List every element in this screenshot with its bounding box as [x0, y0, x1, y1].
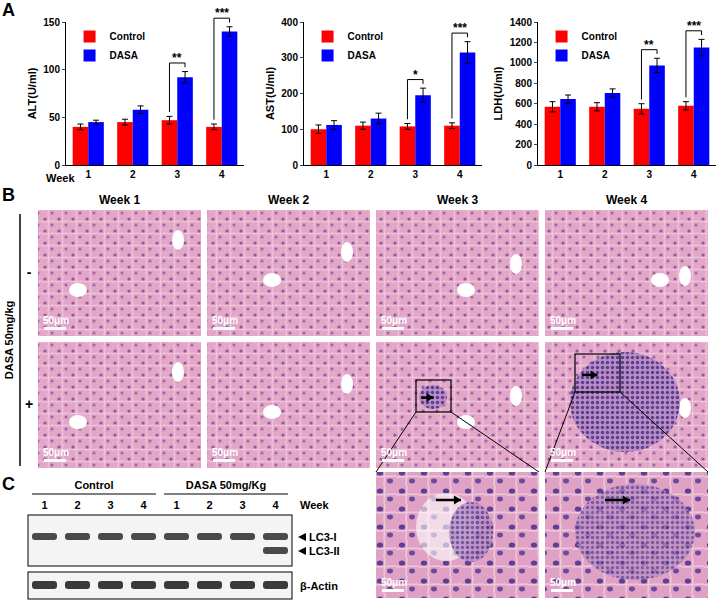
svg-text:DASA 50mg/Kg: DASA 50mg/Kg	[186, 479, 266, 491]
svg-text:A: A	[2, 0, 15, 20]
svg-text:100: 100	[281, 124, 298, 135]
svg-text:4: 4	[140, 499, 147, 511]
svg-text:4: 4	[272, 499, 279, 511]
svg-text:50μm: 50μm	[381, 315, 407, 326]
svg-text:150: 150	[43, 17, 60, 28]
svg-text:Week 4: Week 4	[606, 193, 647, 207]
svg-text:0: 0	[54, 160, 60, 171]
svg-text:DASA: DASA	[110, 50, 138, 61]
svg-text:LC3-I: LC3-I	[309, 531, 337, 543]
svg-text:Control: Control	[74, 479, 113, 491]
svg-text:LDH(U/ml): LDH(U/ml)	[492, 66, 504, 120]
svg-text:50μm: 50μm	[212, 447, 238, 458]
svg-text:50μm: 50μm	[212, 315, 238, 326]
svg-text:1: 1	[85, 169, 91, 180]
svg-text:3: 3	[412, 169, 418, 180]
svg-text:1: 1	[557, 169, 563, 180]
svg-text:2: 2	[206, 499, 212, 511]
svg-text:200: 200	[281, 88, 298, 99]
svg-text:Week 1: Week 1	[99, 193, 140, 207]
svg-text:LC3-II: LC3-II	[309, 545, 340, 557]
svg-text:AST(U/ml): AST(U/ml)	[264, 67, 276, 121]
svg-text:Week: Week	[46, 172, 75, 184]
svg-text:50μm: 50μm	[43, 447, 69, 458]
svg-text:4: 4	[691, 169, 697, 180]
svg-text:2: 2	[74, 499, 80, 511]
svg-text:Week 3: Week 3	[437, 193, 478, 207]
svg-text:50μm: 50μm	[381, 447, 407, 458]
svg-text:**: **	[644, 38, 654, 52]
svg-text:3: 3	[646, 169, 652, 180]
svg-text:4: 4	[457, 169, 463, 180]
svg-text:1: 1	[173, 499, 179, 511]
svg-text:50μm: 50μm	[550, 577, 576, 588]
svg-text:4: 4	[219, 169, 225, 180]
svg-text:100: 100	[43, 64, 60, 75]
svg-text:2: 2	[130, 169, 136, 180]
svg-text:2: 2	[602, 169, 608, 180]
svg-text:3: 3	[174, 169, 180, 180]
svg-text:1: 1	[41, 499, 47, 511]
svg-text:2: 2	[368, 169, 374, 180]
svg-text:200: 200	[515, 139, 532, 150]
svg-text:B: B	[2, 185, 15, 205]
svg-text:1400: 1400	[510, 17, 533, 28]
svg-text:800: 800	[515, 78, 532, 89]
svg-text:DASA 50mg/kg: DASA 50mg/kg	[3, 301, 15, 379]
svg-text:β-Actin: β-Actin	[300, 580, 338, 592]
svg-text:1: 1	[323, 169, 329, 180]
svg-text:C: C	[2, 474, 15, 494]
svg-text:*: *	[413, 68, 418, 82]
svg-text:DASA: DASA	[348, 50, 376, 61]
svg-text:Control: Control	[348, 31, 384, 42]
svg-text:600: 600	[515, 98, 532, 109]
svg-text:300: 300	[281, 52, 298, 63]
svg-text:-: -	[27, 264, 32, 280]
svg-text:ALT(U/ml): ALT(U/ml)	[26, 67, 38, 119]
svg-text:400: 400	[281, 17, 298, 28]
svg-text:50: 50	[49, 112, 61, 123]
svg-text:+: +	[25, 396, 33, 412]
svg-text:50μm: 50μm	[550, 315, 576, 326]
svg-text:***: ***	[687, 19, 701, 33]
svg-text:***: ***	[215, 6, 229, 20]
svg-text:Control: Control	[110, 31, 146, 42]
svg-text:50μm: 50μm	[43, 315, 69, 326]
svg-text:50μm: 50μm	[550, 447, 576, 458]
svg-text:1200: 1200	[510, 37, 533, 48]
svg-text:400: 400	[515, 119, 532, 130]
svg-text:Week 2: Week 2	[268, 193, 309, 207]
svg-text:DASA: DASA	[582, 50, 610, 61]
svg-text:0: 0	[292, 160, 298, 171]
svg-text:Week: Week	[300, 499, 329, 511]
svg-text:***: ***	[453, 21, 467, 35]
svg-text:3: 3	[107, 499, 113, 511]
svg-text:**: **	[172, 51, 182, 65]
svg-text:0: 0	[526, 160, 532, 171]
svg-text:3: 3	[239, 499, 245, 511]
svg-text:Control: Control	[582, 31, 618, 42]
svg-text:50μm: 50μm	[381, 577, 407, 588]
svg-text:1000: 1000	[510, 57, 533, 68]
